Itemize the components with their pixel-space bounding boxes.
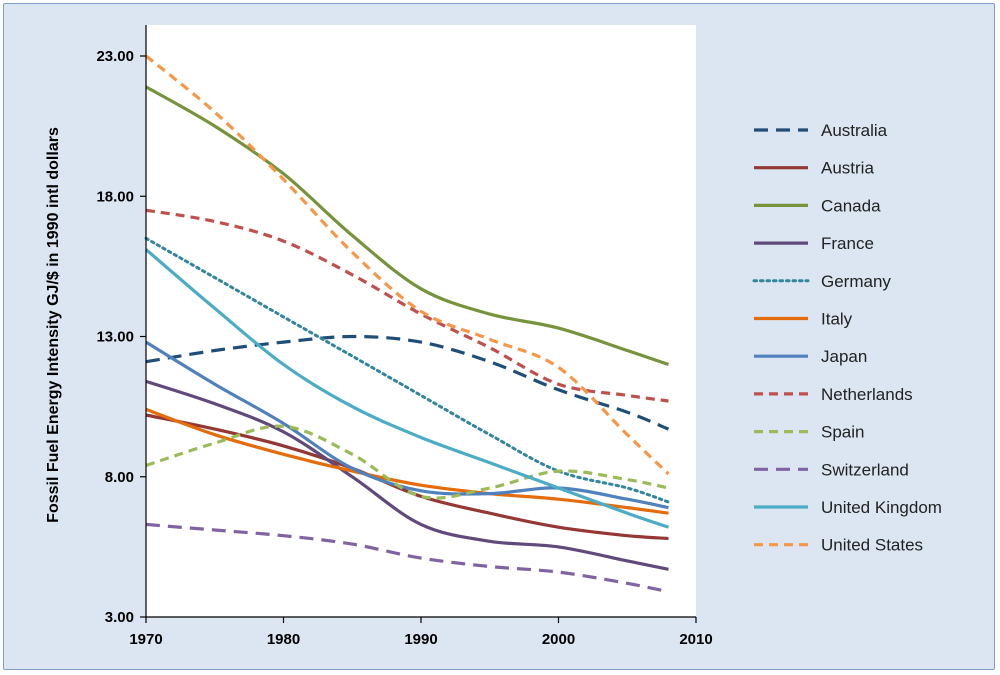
x-tick-label: 2010: [679, 631, 712, 648]
y-tick-label: 18.00: [96, 188, 134, 205]
legend-label-germany: Germany: [821, 272, 891, 291]
series-line-switzerland: [145, 522, 669, 594]
legend-label-spain: Spain: [821, 423, 864, 442]
series-line-japan: [145, 340, 669, 510]
series-lines: [144, 54, 670, 594]
axis-ticks: 3.00 8.00 13.00 18.00 23.00 1970 1980 1990 2000 2…: [96, 48, 712, 648]
legend: Australia Austria Canada France Germany Italy…: [752, 121, 942, 555]
legend-label-canada: Canada: [821, 196, 881, 215]
series-line-austria: [145, 413, 669, 541]
series-line-united-kingdom: [144, 248, 670, 529]
legend-label-united-states: United States: [821, 536, 923, 555]
legend-label-netherlands: Netherlands: [821, 385, 913, 404]
series-line-germany: [144, 236, 670, 504]
series-line-canada: [145, 85, 670, 367]
series-line-australia: [145, 334, 670, 431]
legend-label-italy: Italy: [821, 310, 853, 329]
legend-label-japan: Japan: [821, 347, 867, 366]
series-line-united-states: [144, 54, 670, 476]
series-line-spain: [145, 424, 669, 500]
y-axis-label: Fossil Fuel Energy Intensity GJ/$ in 199…: [45, 127, 62, 523]
y-tick-label: 13.00: [96, 329, 134, 346]
legend-label-austria: Austria: [821, 159, 874, 178]
series-line-france: [145, 379, 669, 571]
x-tick-label: 1970: [129, 631, 162, 648]
x-tick-label: 2000: [542, 631, 575, 648]
y-tick-label: 23.00: [96, 48, 134, 65]
x-tick-label: 1990: [404, 631, 437, 648]
x-tick-label: 1980: [267, 631, 300, 648]
y-tick-label: 3.00: [105, 609, 134, 626]
legend-label-france: France: [821, 234, 874, 253]
series-line-netherlands: [145, 208, 669, 403]
legend-label-united-kingdom: United Kingdom: [821, 498, 942, 517]
legend-label-switzerland: Switzerland: [821, 460, 909, 479]
plot-area: [146, 25, 696, 617]
legend-label-australia: Australia: [821, 121, 888, 140]
y-tick-label: 8.00: [105, 469, 134, 486]
